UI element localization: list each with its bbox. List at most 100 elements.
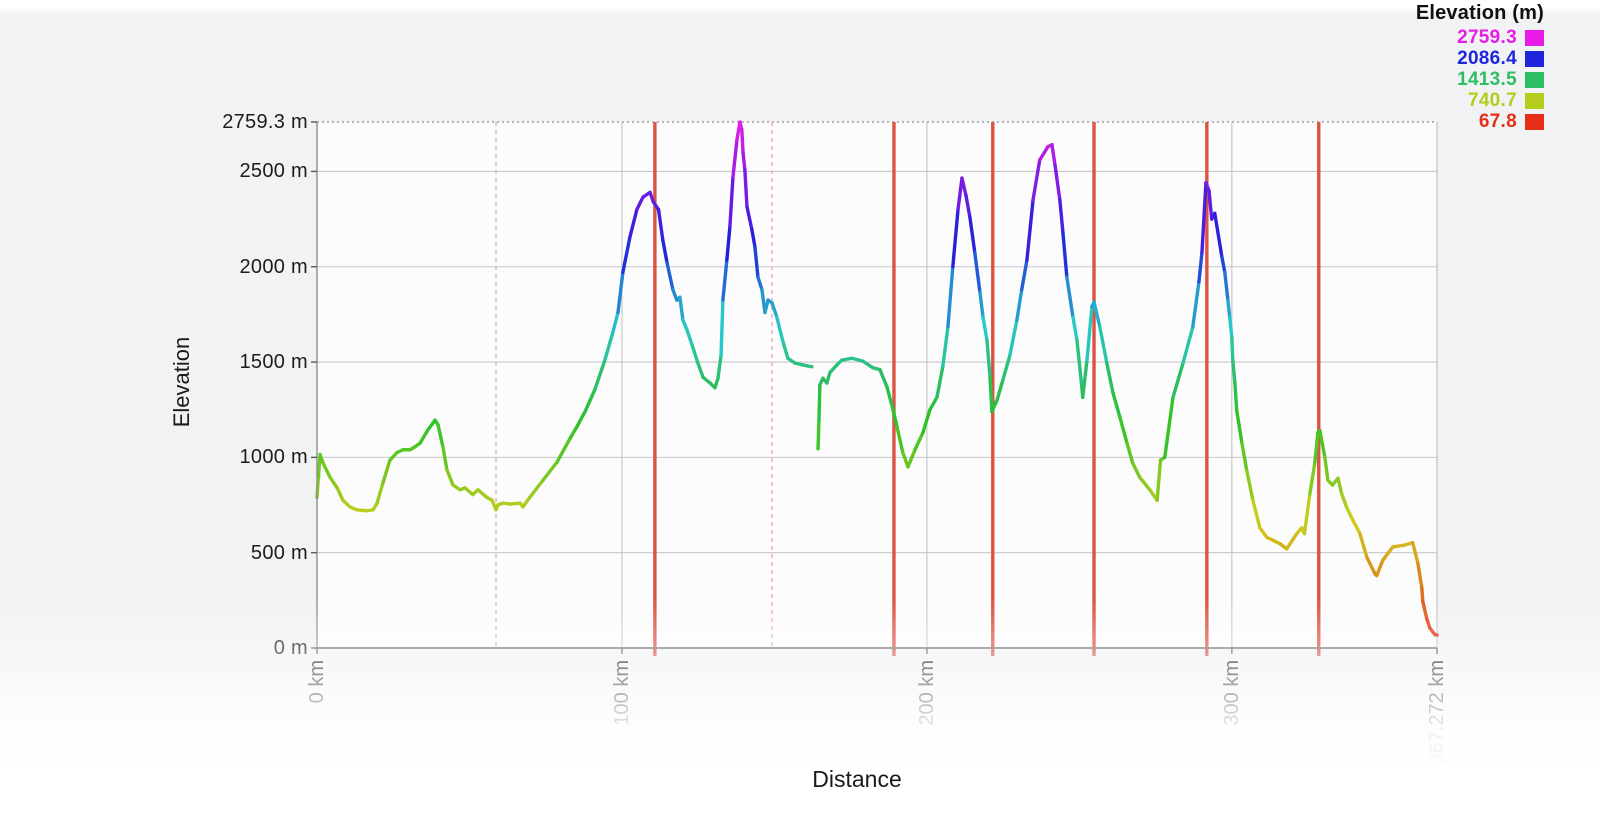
elevation-profile-path [743, 167, 749, 209]
elevation-profile-path [375, 481, 385, 505]
elevation-profile-path [878, 367, 889, 389]
elevation-profile-path [685, 327, 694, 347]
elevation-profile-path [1230, 335, 1235, 362]
elevation-profile-path [935, 365, 945, 400]
elevation-profile-path [611, 310, 620, 335]
legend-title: Elevation (m) [1415, 2, 1544, 24]
elevation-profile-path [426, 418, 437, 432]
elevation-profile-path [1020, 258, 1029, 292]
elevation-profile-path [1235, 408, 1244, 445]
y-axis-title: Elevation [169, 336, 194, 428]
elevation-profile-path [1351, 518, 1362, 536]
elevation-profile-path [1197, 250, 1204, 284]
elevation-profile-path [956, 176, 964, 212]
elevation-profile-path [981, 315, 989, 342]
legend-entry-label: 740.7 [1467, 89, 1517, 111]
elevation-profile-path [988, 375, 994, 414]
elevation-profile-path [1015, 287, 1024, 322]
elevation-profile-path [960, 176, 968, 197]
elevation-profile-path [861, 359, 875, 370]
x-tick-label: 100 km [610, 660, 633, 726]
elevation-profile-path [750, 227, 757, 249]
elevation-profile-path [1171, 361, 1185, 400]
elevation-profile-path [990, 398, 999, 414]
elevation-profile-path [418, 428, 430, 445]
elevation-profile-path [335, 486, 345, 502]
elevation-profile-path [770, 301, 779, 319]
legend: Elevation (m) 2759.3 2086.4 1413.5 740.7 67.… [1416, 2, 1544, 134]
elevation-profile-path [616, 270, 625, 315]
elevation-profile-path [381, 458, 392, 485]
elevation-profile-path [1081, 358, 1089, 400]
elevation-profile-path [778, 327, 786, 347]
elevation-profile-path [978, 290, 985, 319]
elevation-profile-path [441, 445, 449, 472]
elevation-profile-path [801, 363, 814, 369]
elevation-profile-path [541, 460, 559, 482]
y-tick-label: 1000 m [239, 446, 308, 469]
elevation-profile-path [817, 383, 822, 422]
elevation-profile-path [521, 495, 532, 509]
elevation-profile-path [1308, 461, 1317, 496]
elevation-profile-path [721, 258, 729, 302]
elevation-profile-path [921, 408, 932, 435]
elevation-profile-path [716, 353, 723, 380]
legend-entry: 2086.4 [1416, 47, 1544, 69]
elevation-profile-path [913, 430, 925, 452]
elevation-profile-path [1285, 531, 1299, 551]
elevation-profile-path [568, 425, 579, 441]
elevation-profile-path [328, 475, 339, 490]
elevation-profile-path [1223, 270, 1230, 302]
elevation-profile-path [775, 315, 782, 332]
legend-rows: 2759.3 2086.4 1413.5 740.7 67.8 [1416, 27, 1544, 132]
elevation-profile-path [690, 343, 700, 365]
elevation-profile-path [1345, 506, 1355, 522]
elevation-profile-path [1181, 325, 1195, 365]
legend-color-swatch [1525, 71, 1544, 88]
elevation-profile-path [1228, 315, 1234, 339]
elevation-profile-path [941, 325, 950, 369]
elevation-profile-path [1240, 441, 1249, 473]
elevation-profile-path [1336, 476, 1344, 496]
elevation-profile-path [1031, 158, 1042, 202]
elevation-profile-path [665, 261, 675, 292]
x-tick-label: 367.272 km [1426, 660, 1448, 765]
legend-entry: 2759.3 [1416, 27, 1544, 48]
elevation-profile-path [741, 150, 747, 172]
elevation-profile-path [1245, 469, 1255, 502]
elevation-profile-path [575, 409, 587, 429]
elevation-profile-path [1231, 358, 1237, 385]
elevation-profile-path [1226, 298, 1232, 319]
elevation-profile-path [1420, 586, 1425, 603]
elevation-profile-path [1061, 230, 1069, 279]
elevation-profile-path [1313, 430, 1320, 465]
elevation-profile-path [828, 363, 839, 375]
elevation-profile-path [1318, 428, 1327, 460]
elevation-profile-path [973, 250, 982, 295]
elevation-profile-path [1098, 325, 1109, 365]
elevation-profile-path [1258, 526, 1269, 540]
elevation-profile-path [436, 423, 445, 449]
elevation-profile-path [995, 378, 1005, 402]
elevation-profile-path [1251, 498, 1262, 530]
elevation-profile-path [745, 204, 754, 232]
elevation-profile-path [728, 175, 735, 229]
elevation-profile-path [1065, 275, 1075, 319]
elevation-profile-path [555, 436, 572, 464]
elevation-profile-path [1365, 555, 1377, 576]
elevation-profile-path [1053, 163, 1062, 202]
plot-area [317, 122, 1437, 648]
elevation-profile-path [1323, 455, 1330, 482]
elevation-profile-path [1058, 198, 1065, 235]
elevation-profile-path [1085, 305, 1094, 362]
elevation-profile-path [1339, 491, 1349, 510]
elevation-profile-path [528, 478, 545, 500]
elevation-profile-path [1092, 300, 1102, 329]
legend-entry-label: 2086.4 [1457, 47, 1517, 69]
elevation-profile-path [1131, 461, 1142, 480]
elevation-profile-path [1111, 390, 1122, 420]
elevation-profile-path [1410, 540, 1420, 565]
x-tick-label: 0 km [306, 660, 328, 704]
elevation-profile-path [1008, 318, 1019, 358]
